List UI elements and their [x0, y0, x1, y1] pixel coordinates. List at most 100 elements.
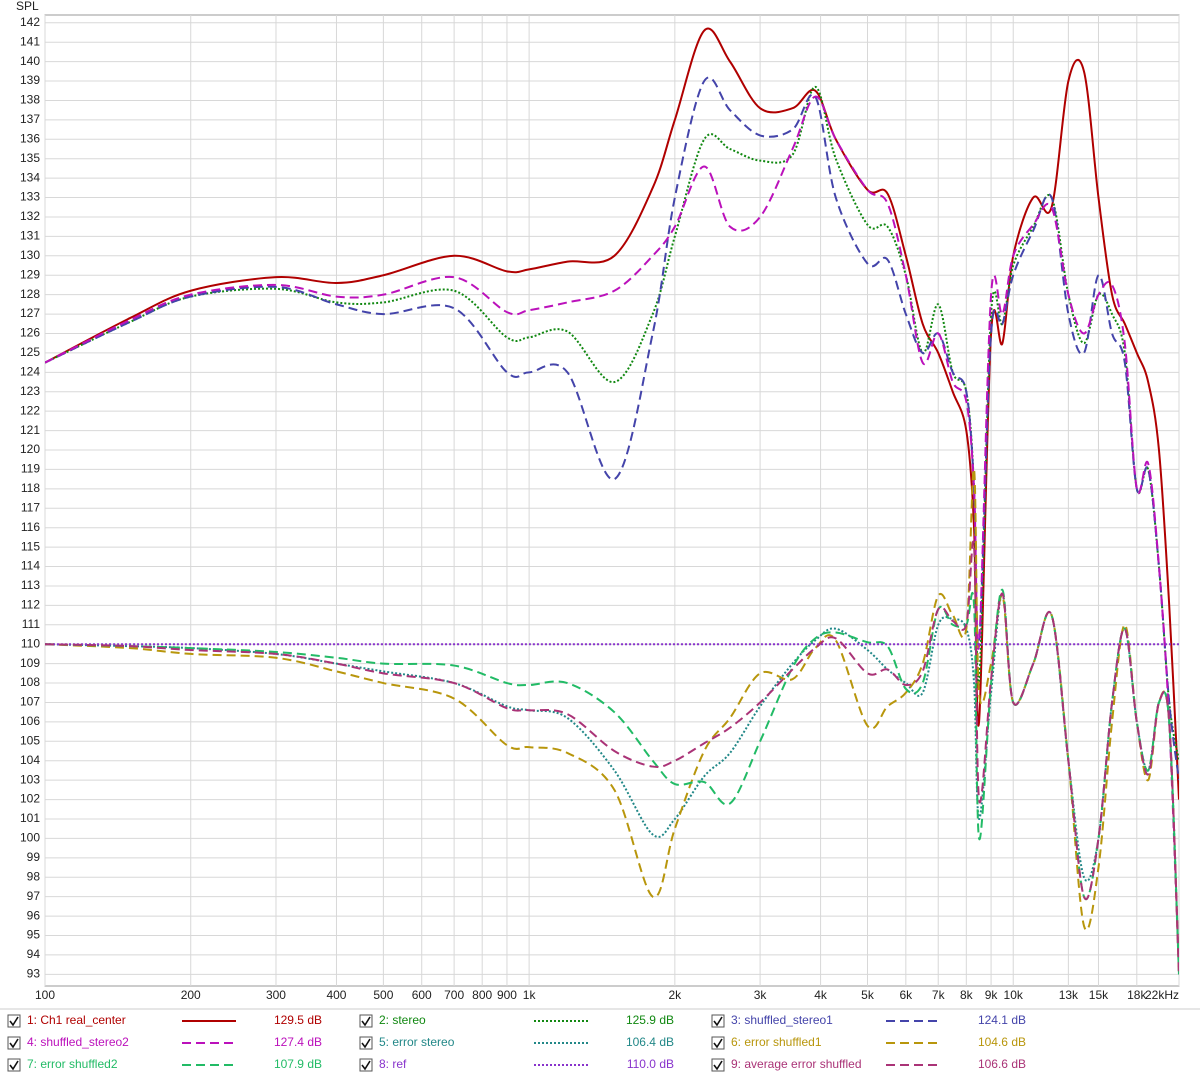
- legend-checkbox[interactable]: [7, 1058, 21, 1072]
- legend-checkbox[interactable]: [7, 1036, 21, 1050]
- y-tick-label: 137: [20, 112, 40, 126]
- legend-level: 129.5 dB: [274, 1013, 322, 1027]
- legend-checkbox[interactable]: [7, 1014, 21, 1028]
- legend-checkmark: [713, 1060, 723, 1071]
- y-tick-label: 116: [21, 520, 40, 534]
- y-tick-label: 110: [21, 636, 40, 650]
- y-tick-label: 98: [27, 869, 41, 883]
- y-tick-label: 106: [20, 714, 40, 728]
- legend-checkbox[interactable]: [359, 1014, 373, 1028]
- legend-checkmark: [713, 1038, 723, 1049]
- legend-level: 106.6 dB: [978, 1057, 1026, 1071]
- legend-entry: 7: error shuffled2 107.9 dB: [7, 1057, 322, 1072]
- legend-level: 124.1 dB: [978, 1013, 1026, 1027]
- y-tick-label: 115: [21, 539, 40, 553]
- y-tick-label: 114: [21, 559, 40, 573]
- x-tick-label: 13k: [1059, 988, 1079, 1002]
- legend-checkmark: [9, 1038, 19, 1049]
- y-tick-label: 104: [20, 753, 40, 767]
- legend-entry: 9: average error shuffled 106.6 dB: [711, 1057, 1026, 1072]
- x-tick-label: 8k: [960, 988, 974, 1002]
- legend-checkbox[interactable]: [711, 1036, 725, 1050]
- y-tick-label: 130: [20, 248, 40, 262]
- x-tick-label: 18k: [1127, 988, 1147, 1002]
- x-tick-label: 15k: [1089, 988, 1109, 1002]
- legend-entry: 3: shuffled_stereo1 124.1 dB: [711, 1013, 1026, 1028]
- legend-name: 4: shuffled_stereo2: [27, 1035, 129, 1049]
- series-line: [45, 27, 1179, 800]
- x-tick-label: 4k: [814, 988, 828, 1002]
- y-tick-label: 134: [20, 170, 40, 184]
- y-tick-label: 100: [20, 831, 40, 845]
- y-tick-label: 121: [20, 423, 40, 437]
- y-tick-label: 117: [21, 500, 40, 514]
- plot-area: [44, 14, 1180, 987]
- x-tick-label: 200: [181, 988, 201, 1002]
- legend-name: 5: error stereo: [379, 1035, 455, 1049]
- y-tick-label: 101: [20, 811, 40, 825]
- x-tick-label: 900: [497, 988, 517, 1002]
- legend-entry: 6: error shuffled1 104.6 dB: [711, 1035, 1026, 1050]
- legend-name: 2: stereo: [379, 1013, 426, 1027]
- series-line: [45, 95, 1179, 975]
- legend-entry: 2: stereo 125.9 dB: [359, 1013, 674, 1028]
- y-tick-label: 105: [20, 733, 40, 747]
- legend-name: 3: shuffled_stereo1: [731, 1013, 833, 1027]
- legend-entry: 8: ref 110.0 dB: [359, 1057, 674, 1072]
- y-tick-label: 133: [20, 190, 40, 204]
- y-tick-label: 97: [27, 889, 41, 903]
- legend-checkbox[interactable]: [359, 1058, 373, 1072]
- legend-level: 107.9 dB: [274, 1057, 322, 1071]
- y-tick-label: 129: [20, 267, 40, 281]
- legend-checkmark: [361, 1060, 371, 1071]
- x-tick-label: 10k: [1004, 988, 1024, 1002]
- legend-checkmark: [9, 1016, 19, 1027]
- x-tick-label: 500: [373, 988, 393, 1002]
- y-tick-label: 111: [22, 617, 41, 631]
- y-axis-label: SPL: [16, 0, 39, 13]
- x-tick-label: 7k: [932, 988, 946, 1002]
- legend-checkmark: [361, 1016, 371, 1027]
- legend-entry: 4: shuffled_stereo2 127.4 dB: [7, 1035, 322, 1050]
- legend-level: 125.9 dB: [626, 1013, 674, 1027]
- y-tick-label: 109: [20, 656, 40, 670]
- y-tick-label: 112: [21, 598, 40, 612]
- legend-level: 104.6 dB: [978, 1035, 1026, 1049]
- legend-level: 110.0 dB: [627, 1057, 674, 1071]
- y-tick-label: 119: [21, 462, 40, 476]
- legend-entry: 5: error stereo 106.4 dB: [359, 1035, 674, 1050]
- y-tick-label: 99: [27, 850, 41, 864]
- y-tick-label: 123: [20, 384, 40, 398]
- x-tick-label: 400: [326, 988, 346, 1002]
- legend-entry: 1: Ch1 real_center 129.5 dB: [7, 1013, 322, 1028]
- legend-checkbox[interactable]: [711, 1014, 725, 1028]
- legend-name: 1: Ch1 real_center: [27, 1013, 126, 1027]
- legend-checkmark: [713, 1016, 723, 1027]
- y-tick-label: 125: [20, 345, 40, 359]
- x-tick-label: 1k: [523, 988, 537, 1002]
- x-tick-label: 100: [35, 988, 55, 1002]
- y-tick-label: 118: [21, 481, 40, 495]
- legend-checkbox[interactable]: [359, 1036, 373, 1050]
- x-tick-label: 700: [444, 988, 464, 1002]
- legend-level: 106.4 dB: [626, 1035, 674, 1049]
- y-tick-label: 108: [20, 675, 40, 689]
- legend-checkbox[interactable]: [711, 1058, 725, 1072]
- y-tick-label: 132: [20, 209, 40, 223]
- y-tick-label: 122: [20, 403, 40, 417]
- y-tick-label: 131: [20, 229, 40, 243]
- y-tick-label: 136: [20, 131, 40, 145]
- x-tick-label: 5k: [861, 988, 875, 1002]
- legend-level: 127.4 dB: [274, 1035, 322, 1049]
- legend-checkmark: [9, 1060, 19, 1071]
- legend-name: 9: average error shuffled: [731, 1057, 862, 1071]
- series-line: [45, 76, 1179, 781]
- y-tick-label: 113: [21, 578, 40, 592]
- x-tick-label: 600: [412, 988, 432, 1002]
- y-tick-label: 141: [20, 34, 40, 48]
- series-line: [45, 468, 1179, 975]
- y-tick-label: 107: [20, 695, 40, 709]
- legend-checkmark: [361, 1038, 371, 1049]
- y-tick-label: 124: [20, 364, 40, 378]
